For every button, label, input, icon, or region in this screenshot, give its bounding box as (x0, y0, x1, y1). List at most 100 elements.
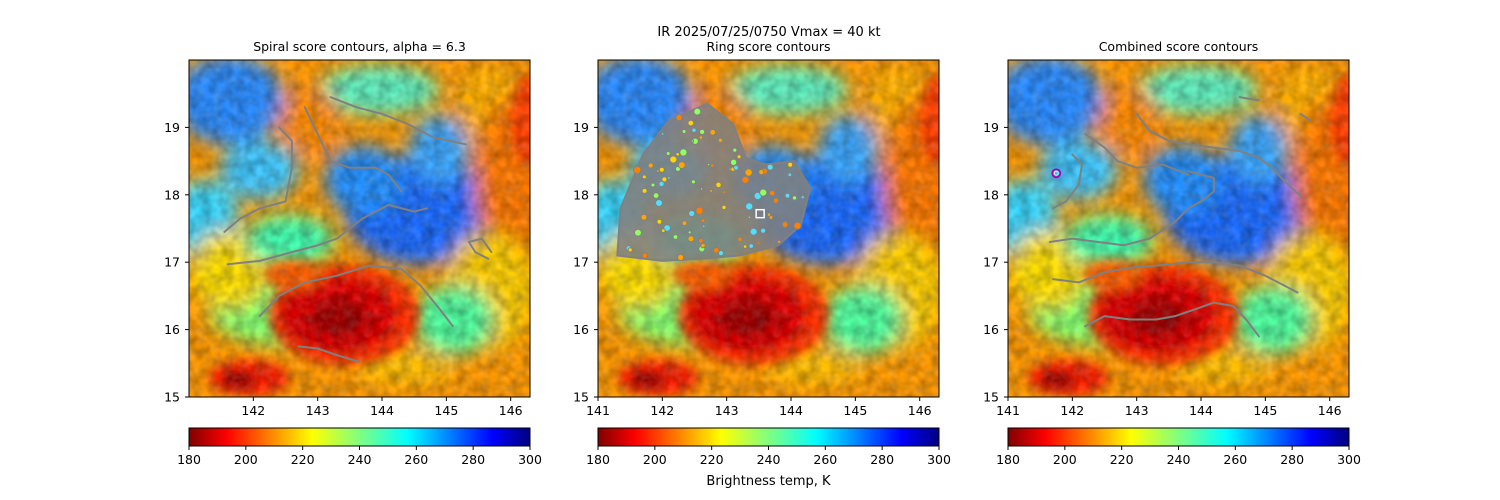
ring-contour-hole (709, 128, 717, 136)
ring-contour-hole (641, 187, 648, 194)
panel-title: Ring score contours (706, 39, 830, 54)
colorbar-tick-label: 180 (177, 452, 201, 467)
ring-contour-hole (787, 161, 794, 168)
spiral-contour-7 (467, 237, 493, 260)
colorbar-tick-label: 220 (700, 452, 724, 467)
ring-contour-hole (641, 252, 649, 259)
bt-heatmap (988, 55, 1366, 397)
colorbar-tick-label: 280 (1280, 452, 1304, 467)
bt-heatmap (169, 55, 547, 397)
ring-contour-hole (760, 227, 767, 234)
ring-contour-hole (640, 213, 648, 221)
panel-ring: Ring score contours 141 142 143 144 145 146 15… (573, 39, 940, 418)
ring-contour-hole (756, 241, 761, 245)
ring-contour-hole (655, 169, 660, 173)
ring-contour-hole (793, 221, 802, 230)
ring-contour-hole (699, 187, 704, 191)
ring-contour-hole (656, 218, 663, 225)
ring-contour-hole (691, 127, 697, 133)
colorbar-tick-label: 220 (1110, 452, 1134, 467)
ring-contour-hole (747, 215, 752, 220)
ring-contour-hole (658, 166, 665, 173)
ring-contour-hole (690, 139, 695, 143)
x-tick-label: 143 (306, 403, 330, 418)
colorbar-tick-label: 200 (1053, 452, 1077, 467)
ring-contour-hole (652, 192, 660, 200)
ring-contour-hole (706, 162, 711, 167)
ring-contour-hole (672, 234, 679, 240)
ring-contour-hole (732, 147, 738, 153)
y-tick-label: 15 (573, 390, 589, 405)
colorbar: 180 200 220 240 260 280 300 (996, 427, 1361, 467)
y-tick-label: 19 (573, 120, 589, 135)
center-marker-inner (1053, 170, 1059, 176)
x-tick-label: 145 (434, 403, 458, 418)
ring-contour-hole (700, 218, 706, 223)
ring-contour-hole (744, 168, 753, 177)
ring-contour-hole (677, 161, 686, 170)
ring-contour-hole (758, 169, 765, 176)
combined-contour-7 (1299, 112, 1312, 122)
combined-contour-1 (1135, 112, 1302, 198)
colorbar: 180 200 220 240 260 280 300 (177, 427, 542, 467)
ring-contour-hole (766, 212, 772, 217)
ring-contour-hole (687, 230, 692, 235)
x-tick-label: 143 (715, 403, 739, 418)
colorbar-tick-label: 240 (757, 452, 781, 467)
spiral-contour-1 (223, 126, 293, 233)
ring-contour-hole (800, 195, 805, 200)
ring-contour-hole (717, 250, 725, 257)
spiral-contour-5 (329, 96, 467, 146)
ring-contour-hole (681, 129, 687, 134)
ring-contour-hole (669, 155, 678, 164)
ring-contour-hole (681, 220, 688, 227)
ring-contour-hole (655, 199, 663, 207)
x-tick-label: 146 (499, 403, 523, 418)
ring-contour-hole (737, 236, 743, 243)
y-tick-label: 18 (573, 187, 589, 202)
panel-title: Combined score contours (1099, 39, 1259, 54)
y-tick-label: 16 (573, 322, 589, 337)
center-marker (755, 208, 765, 219)
colorbar-tick-label: 180 (996, 452, 1020, 467)
colorbar: 180 200 220 240 260 280 300 Brightness temp, K (586, 427, 951, 489)
y-tick-label: 15 (164, 390, 180, 405)
ring-contour-hole (627, 247, 633, 253)
y-tick-label: 16 (164, 322, 180, 337)
x-tick-label: 141 (996, 403, 1020, 418)
ring-contour-hole (647, 162, 654, 169)
x-tick-label: 144 (1189, 403, 1213, 418)
ring-contour-hole (695, 206, 704, 215)
ring-contour-hole (787, 172, 793, 177)
spiral-contour-3 (226, 203, 429, 266)
ring-contour-hole (736, 154, 742, 160)
x-tick-label: 144 (779, 403, 803, 418)
x-tick-label: 146 (908, 403, 932, 418)
ring-contour-hole (701, 224, 706, 229)
x-tick-label: 142 (1060, 403, 1084, 418)
ring-contour-hole (717, 137, 724, 143)
ring-contour-hole (769, 189, 776, 197)
ring-contour-hole (781, 221, 789, 228)
y-tick-label: 19 (164, 120, 180, 135)
colorbar-tick-label: 280 (870, 452, 894, 467)
x-tick-label: 141 (586, 403, 610, 418)
combined-contour-8 (1238, 96, 1260, 102)
ring-contour-hole (709, 188, 714, 193)
colorbar-tick-label: 260 (404, 452, 428, 467)
ring-contour-hole (741, 175, 750, 184)
ring-contour-hole (697, 238, 704, 244)
ring-contour-hole (660, 132, 665, 136)
ring-contour-hole (712, 246, 720, 254)
combined-contour-3 (1052, 153, 1083, 210)
colorbar-tick-label: 200 (643, 452, 667, 467)
ring-contour-hole (661, 176, 668, 183)
colorbar-tick-label: 300 (927, 452, 951, 467)
ring-contour-hole (733, 164, 739, 171)
ring-contour-hole (658, 180, 665, 188)
ring-contour-hole (675, 152, 680, 157)
x-tick-label: 144 (370, 403, 394, 418)
ring-contour-hole (634, 228, 642, 237)
ring-contour-hole (766, 163, 774, 171)
ring-contour-hole (641, 174, 647, 180)
